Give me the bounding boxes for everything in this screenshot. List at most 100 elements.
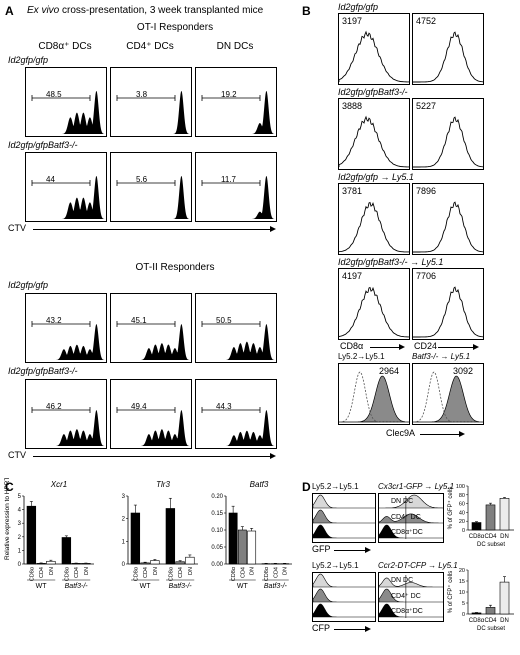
- ot1-r1-c3-plot: 19.2: [195, 67, 277, 137]
- d-top-left-plot: [312, 493, 376, 543]
- bar: [175, 561, 185, 565]
- category-label: DN: [250, 567, 256, 575]
- bar: [165, 508, 176, 565]
- category-label: DN: [188, 567, 194, 575]
- b-r3-right-plot: 7896: [412, 183, 484, 255]
- histogram-outline: [339, 201, 409, 253]
- clec-left-label: Ly5.2→Ly5.1: [338, 352, 385, 361]
- b-r2-left-value: 3888: [342, 101, 363, 111]
- bar: [247, 530, 257, 565]
- d-bottom-subset-dn: DN DC: [391, 577, 414, 584]
- dn-dc-histogram: [313, 494, 375, 509]
- bar: [81, 563, 91, 565]
- b-xaxis-right: CD24: [414, 341, 438, 351]
- y-tick-label: 60: [459, 502, 465, 508]
- category-label: CD4: [178, 567, 184, 578]
- ot1-r2-c2-value: 5.6: [136, 175, 148, 184]
- category-label: CD4: [484, 534, 497, 540]
- y-tick-label: 3: [18, 521, 22, 527]
- ot2-r1-c3-value: 50.5: [216, 316, 232, 325]
- b-r1-left-value: 3197: [342, 16, 363, 26]
- ot2-header: OT-II Responders: [135, 262, 215, 273]
- category-label: DN: [500, 534, 509, 540]
- category-label: CD8α: [29, 566, 35, 581]
- d-chart-ylabel: % of CFP⁺ cells: [447, 571, 454, 614]
- panel-c-ylabel: Relative expression to HPRT: [4, 478, 11, 560]
- y-tick-label: 40: [459, 510, 465, 516]
- y-tick-label: 15: [459, 579, 465, 585]
- category-label: DN: [84, 567, 90, 575]
- ot2-row1-label: Id2gfp/gfp: [8, 280, 49, 290]
- d-bottom-axis-arrow: [334, 629, 366, 630]
- dn-dc-histogram: [379, 494, 443, 509]
- bar: [485, 504, 496, 531]
- category-label: DN: [283, 567, 289, 575]
- bar: [471, 612, 482, 615]
- cd4-dc-histogram: [379, 588, 443, 603]
- d-chart-ylabel: % of GFP⁺ cells: [447, 487, 454, 530]
- histogram-fill: [26, 324, 106, 360]
- chart-title: Xcr1: [50, 480, 67, 489]
- y-tick-label: 2: [122, 517, 126, 523]
- clec9a-stained-histogram: [413, 375, 483, 423]
- ot1-r1-c1-plot: 48.5: [25, 67, 107, 137]
- col-header-dn: DN DCs: [216, 41, 254, 52]
- clec-right-plot: 3092: [412, 363, 484, 425]
- ot2-r2-c1-value: 46.2: [46, 402, 62, 411]
- y-tick-label: 0: [122, 562, 126, 568]
- b-r3-left-plot: 3781: [338, 183, 410, 255]
- group-label: Batf3-/-: [264, 583, 288, 588]
- d-top-subset-dn: DN DC: [391, 498, 414, 505]
- clec-left-value: 2964: [379, 366, 400, 376]
- ot2-r2-c3-plot: 44.3: [195, 379, 277, 449]
- bar: [26, 505, 37, 565]
- histogram-fill: [111, 90, 191, 134]
- b-r1-left-plot: 3197: [338, 13, 410, 85]
- bar: [36, 563, 46, 565]
- y-tick-label: 0: [462, 528, 465, 534]
- cd8-dc-histogram: [313, 524, 375, 539]
- b-xaxis-left: CD8α: [340, 341, 364, 351]
- y-tick-label: 2: [18, 535, 22, 541]
- b-r1-right-value: 4752: [416, 16, 437, 26]
- cd4-dc-histogram: [313, 588, 375, 603]
- cd4-dc-histogram: [379, 513, 443, 524]
- chart-title: Batf3: [250, 480, 269, 489]
- d-top-right-plot: DN DC CD4⁺ DC CD8α⁺DC: [378, 493, 444, 543]
- histogram-outline: [413, 116, 483, 168]
- ot1-header: OT-I Responders: [136, 22, 214, 33]
- d-top-subset-cd4: CD4⁺ DC: [391, 514, 421, 521]
- ot1-r1-c1-value: 48.5: [46, 90, 62, 99]
- b-xaxis-left-arrowhead: [399, 344, 405, 350]
- ot1-ctv-label: CTV: [8, 223, 26, 233]
- y-tick-label: 0.00: [211, 562, 223, 568]
- bar: [71, 563, 81, 565]
- d-top-axis: GFP: [312, 544, 331, 554]
- histogram-fill: [111, 410, 191, 446]
- group-label: WT: [36, 583, 48, 588]
- panel-a-title-rest: cross-presentation, 3 week transplanted …: [62, 5, 264, 16]
- y-tick-label: 4: [18, 508, 22, 514]
- bar: [237, 529, 247, 565]
- bar: [499, 498, 510, 531]
- category-label: CD4: [273, 567, 279, 578]
- category-label: DN: [153, 567, 159, 575]
- b-row2-label: Id2gfp/gfpBatf3-/-: [338, 87, 408, 97]
- b-row4-label: Id2gfp/gfpBatf3-/- → Ly5.1: [338, 257, 444, 267]
- histogram-fill: [196, 410, 276, 446]
- histogram-fill: [196, 90, 276, 134]
- category-label: CD4: [39, 567, 45, 578]
- clec-axis-arrow: [420, 434, 460, 435]
- ot2-r1-c2-plot: 45.1: [110, 293, 192, 363]
- b-r4-right-value: 7706: [416, 271, 437, 281]
- ot1-row1-label: Id2gfp/gfp: [8, 55, 49, 65]
- bar: [150, 560, 160, 565]
- y-tick-label: 1: [122, 539, 126, 545]
- ot1-r1-c3-value: 19.2: [221, 90, 237, 99]
- y-tick-label: 5: [18, 494, 22, 500]
- histogram-outline: [339, 286, 409, 338]
- d-bottom-subset-cd8: CD8α⁺DC: [391, 608, 423, 615]
- category-label: CD4: [484, 618, 497, 624]
- clec-axis-arrowhead: [459, 431, 465, 437]
